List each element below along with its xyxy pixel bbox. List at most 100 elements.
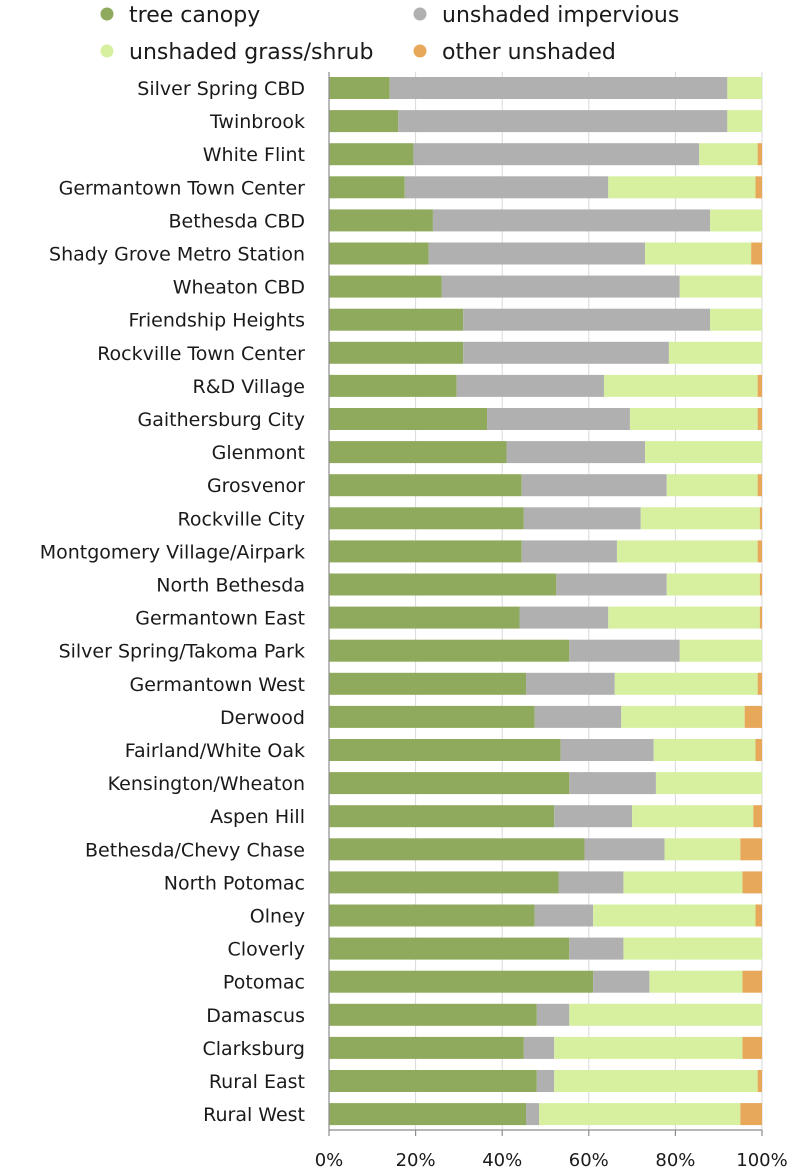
bar-segment-unshaded-grass-shrub xyxy=(645,243,751,265)
bar-segment-tree-canopy xyxy=(329,209,433,231)
bar-segment-other-unshaded xyxy=(743,871,762,893)
bar-segment-other-unshaded xyxy=(760,607,762,629)
bar-row-olney xyxy=(329,905,762,927)
bar-segment-unshaded-grass-shrub xyxy=(608,176,755,198)
category-label: Silver Spring/Takoma Park xyxy=(59,641,305,663)
bar-segment-unshaded-grass-shrub xyxy=(615,673,758,695)
bar-row-germantown-west xyxy=(329,673,762,695)
bar-segment-unshaded-grass-shrub xyxy=(554,1070,758,1092)
x-tick-label: 80% xyxy=(655,1150,695,1171)
bar-segment-unshaded-grass-shrub xyxy=(699,143,757,165)
bar-segment-unshaded-grass-shrub xyxy=(727,110,762,132)
bar-segment-tree-canopy xyxy=(329,143,413,165)
bar-row-rural-east xyxy=(329,1070,762,1092)
bar-segment-tree-canopy xyxy=(329,971,593,993)
bar-segment-tree-canopy xyxy=(329,342,463,364)
bar-segment-unshaded-impervious xyxy=(507,441,646,463)
bar-segment-unshaded-impervious xyxy=(554,805,632,827)
legend-swatch xyxy=(101,45,114,58)
category-label: Glenmont xyxy=(212,442,305,464)
category-label: Germantown East xyxy=(135,608,305,630)
legend-item-unshaded-impervious: unshaded impervious xyxy=(414,3,680,28)
bar-row-kensington-wheaton xyxy=(329,772,762,794)
bar-segment-unshaded-grass-shrub xyxy=(632,805,753,827)
bar-segment-unshaded-impervious xyxy=(524,507,641,529)
category-label: Twinbrook xyxy=(209,111,305,133)
bar-segment-other-unshaded xyxy=(743,1037,762,1059)
bar-segment-unshaded-impervious xyxy=(522,474,667,496)
bar-segment-other-unshaded xyxy=(758,375,762,397)
bar-segment-unshaded-grass-shrub xyxy=(621,706,744,728)
bar-segment-other-unshaded xyxy=(751,243,762,265)
category-label: Rural East xyxy=(209,1071,305,1093)
bar-segment-unshaded-impervious xyxy=(457,375,604,397)
category-label: Silver Spring CBD xyxy=(137,78,305,100)
bar-segment-unshaded-impervious xyxy=(463,342,669,364)
bar-segment-other-unshaded xyxy=(740,1103,762,1125)
category-label: Cloverly xyxy=(228,939,305,961)
category-label: Aspen Hill xyxy=(210,806,305,828)
bar-row-potomac xyxy=(329,971,762,993)
bar-segment-unshaded-impervious xyxy=(537,1070,554,1092)
bar-segment-other-unshaded xyxy=(743,971,762,993)
category-label: Montgomery Village/Airpark xyxy=(40,541,305,563)
bar-row-germantown-east xyxy=(329,607,762,629)
bar-segment-unshaded-grass-shrub xyxy=(680,640,762,662)
legend-swatch xyxy=(101,8,114,21)
bar-segment-tree-canopy xyxy=(329,574,556,596)
bar-row-silver-spring-takoma-park xyxy=(329,640,762,662)
bar-segment-other-unshaded xyxy=(756,176,762,198)
bar-segment-unshaded-grass-shrub xyxy=(667,574,760,596)
x-tick-label: 0% xyxy=(315,1150,344,1171)
bar-row-rockville-town-center xyxy=(329,342,762,364)
bar-row-friendship-heights xyxy=(329,309,762,331)
bar-segment-tree-canopy xyxy=(329,640,569,662)
legend-swatch xyxy=(414,45,427,58)
bar-segment-tree-canopy xyxy=(329,706,535,728)
bar-segment-tree-canopy xyxy=(329,1004,537,1026)
bar-segment-unshaded-impervious xyxy=(584,838,664,860)
bar-segment-other-unshaded xyxy=(758,1070,762,1092)
bar-segment-other-unshaded xyxy=(753,805,762,827)
bar-segment-unshaded-grass-shrub xyxy=(617,540,758,562)
category-label: Bethesda CBD xyxy=(169,210,305,232)
legend-label: tree canopy xyxy=(129,3,260,28)
bar-row-north-bethesda xyxy=(329,574,762,596)
bar-row-wheaton-cbd xyxy=(329,276,762,298)
bar-segment-tree-canopy xyxy=(329,441,507,463)
bar-row-damascus xyxy=(329,1004,762,1026)
bar-segment-other-unshaded xyxy=(758,143,762,165)
bar-segment-unshaded-grass-shrub xyxy=(593,905,755,927)
bar-segment-unshaded-grass-shrub xyxy=(710,309,762,331)
category-label: Shady Grove Metro Station xyxy=(49,244,305,266)
legend-label: other unshaded xyxy=(442,40,616,65)
bar-segment-tree-canopy xyxy=(329,938,569,960)
x-tick-label: 100% xyxy=(736,1150,787,1171)
legend-item-tree-canopy: tree canopy xyxy=(101,3,261,28)
chart-legend: tree canopy unshaded impervious unshaded g… xyxy=(101,3,680,65)
bar-segment-other-unshaded xyxy=(760,507,762,529)
bar-segment-other-unshaded xyxy=(760,574,762,596)
bar-segment-tree-canopy xyxy=(329,540,522,562)
category-label: Germantown Town Center xyxy=(59,177,306,199)
bar-segment-unshaded-grass-shrub xyxy=(539,1103,740,1125)
bar-segment-tree-canopy xyxy=(329,309,463,331)
bar-segment-unshaded-impervious xyxy=(442,276,680,298)
bar-row-montgomery-village-airpark xyxy=(329,540,762,562)
bar-segment-other-unshaded xyxy=(740,838,762,860)
bar-segment-other-unshaded xyxy=(745,706,762,728)
bar-segment-tree-canopy xyxy=(329,905,535,927)
chart-bars xyxy=(329,77,762,1125)
bar-segment-unshaded-impervious xyxy=(535,905,593,927)
category-label: North Bethesda xyxy=(156,575,305,597)
bar-segment-unshaded-grass-shrub xyxy=(656,772,762,794)
bar-segment-tree-canopy xyxy=(329,607,520,629)
bar-segment-unshaded-grass-shrub xyxy=(667,474,758,496)
bar-segment-tree-canopy xyxy=(329,375,457,397)
category-label: Kensington/Wheaton xyxy=(108,773,305,795)
bar-segment-other-unshaded xyxy=(758,474,762,496)
bar-row-glenmont xyxy=(329,441,762,463)
bar-segment-tree-canopy xyxy=(329,1103,526,1125)
bar-segment-unshaded-grass-shrub xyxy=(623,871,742,893)
category-label: Grosvenor xyxy=(207,475,305,497)
